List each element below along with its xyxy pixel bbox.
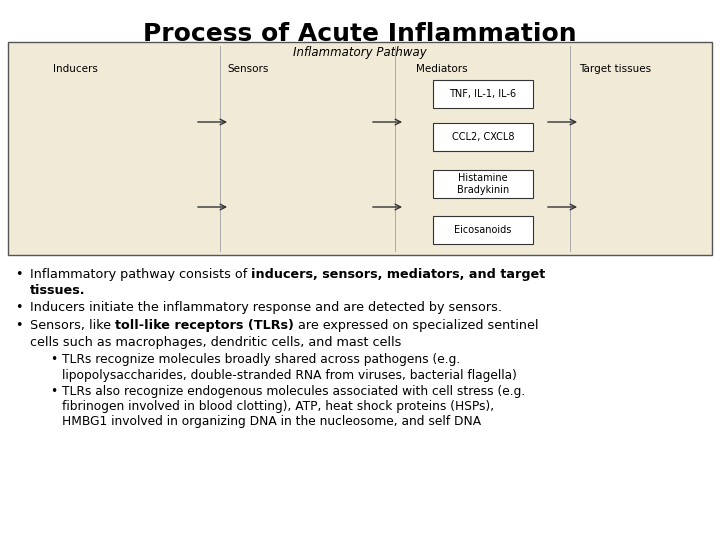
Text: •: •	[15, 268, 22, 281]
Text: TNF, IL-1, IL-6: TNF, IL-1, IL-6	[449, 89, 516, 99]
Text: Inflammatory Pathway: Inflammatory Pathway	[293, 46, 427, 59]
Text: Inducers: Inducers	[53, 64, 97, 74]
Text: •: •	[50, 384, 58, 397]
Bar	[433, 123, 533, 151]
Text: inducers, sensors, mediators, and target: inducers, sensors, mediators, and target	[251, 268, 546, 281]
Text: Mediators: Mediators	[416, 64, 468, 74]
Text: Process of Acute Inflammation: Process of Acute Inflammation	[143, 22, 577, 46]
Text: •: •	[15, 301, 22, 314]
Text: Inducers initiate the inflammatory response and are detected by sensors.: Inducers initiate the inflammatory respo…	[30, 301, 502, 314]
Bar	[433, 216, 533, 244]
Text: Inflammatory pathway consists of: Inflammatory pathway consists of	[30, 268, 251, 281]
Text: Sensors, like: Sensors, like	[30, 320, 115, 333]
Text: cells such as macrophages, dendritic cells, and mast cells: cells such as macrophages, dendritic cel…	[30, 336, 401, 349]
Bar	[433, 80, 533, 108]
Text: Histamine
Bradykinin: Histamine Bradykinin	[457, 173, 509, 195]
Text: CCL2, CXCL8: CCL2, CXCL8	[451, 132, 514, 142]
Text: TLRs also recognize endogenous molecules associated with cell stress (e.g.: TLRs also recognize endogenous molecules…	[62, 384, 526, 397]
Text: HMBG1 involved in organizing DNA in the nucleosome, and self DNA: HMBG1 involved in organizing DNA in the …	[62, 415, 481, 429]
Text: •: •	[15, 320, 22, 333]
Text: lipopolysaccharides, double-stranded RNA from viruses, bacterial flagella): lipopolysaccharides, double-stranded RNA…	[62, 369, 517, 382]
Text: toll-like receptors (TLRs): toll-like receptors (TLRs)	[115, 320, 294, 333]
Text: Eicosanoids: Eicosanoids	[454, 225, 512, 235]
Bar	[8, 42, 712, 255]
Bar	[433, 170, 533, 198]
Text: tissues.: tissues.	[30, 285, 86, 298]
Text: are expressed on specialized sentinel: are expressed on specialized sentinel	[294, 320, 539, 333]
Text: Target tissues: Target tissues	[579, 64, 651, 74]
Text: fibrinogen involved in blood clotting), ATP, heat shock proteins (HSPs),: fibrinogen involved in blood clotting), …	[62, 400, 494, 413]
Text: TLRs recognize molecules broadly shared across pathogens (e.g.: TLRs recognize molecules broadly shared …	[62, 354, 460, 367]
Text: •: •	[50, 354, 58, 367]
Text: Sensors: Sensors	[228, 64, 269, 74]
